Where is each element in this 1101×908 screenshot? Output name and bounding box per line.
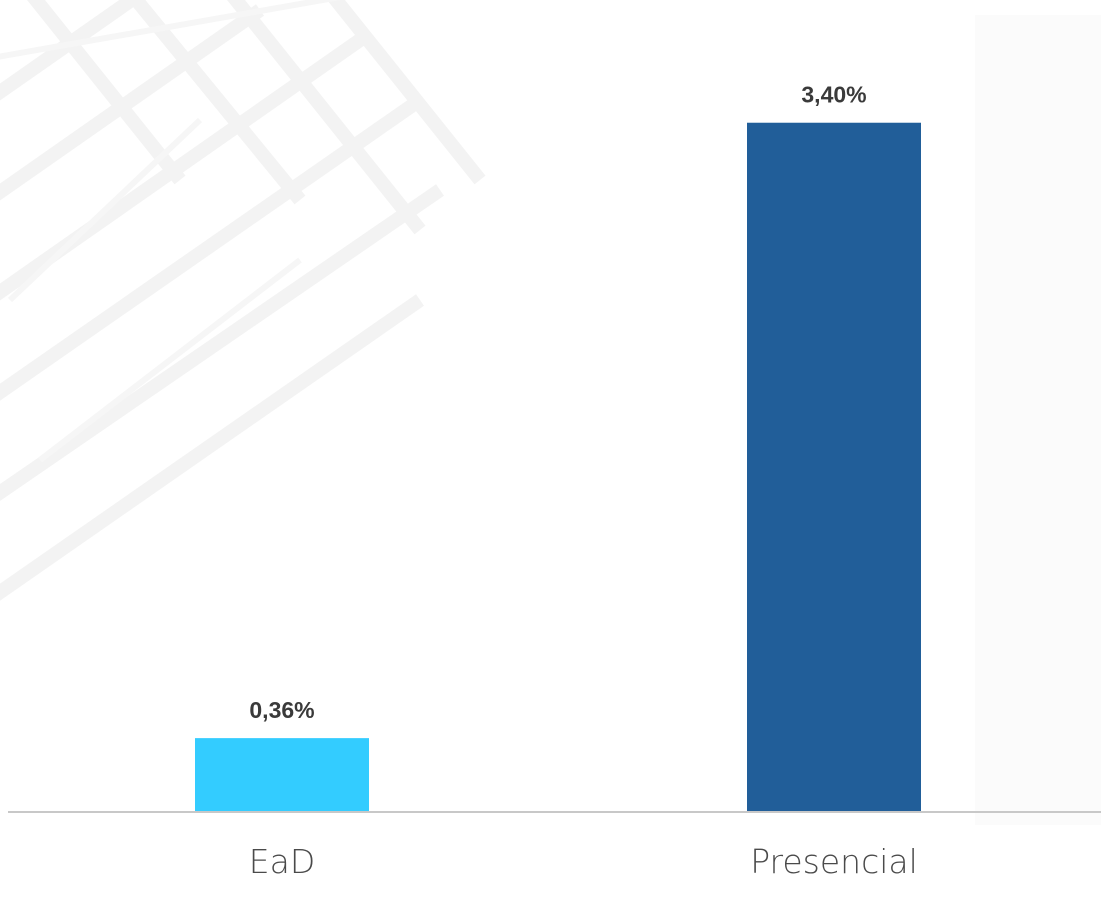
data-label-ead: 0,36% <box>249 697 314 723</box>
bars-group <box>195 122 921 811</box>
labels-group: 0,36% EaD 3,40% Presencial <box>249 82 918 881</box>
bar-presencial <box>747 122 921 811</box>
category-label-presencial: Presencial <box>750 842 918 881</box>
category-label-ead: EaD <box>249 842 315 881</box>
data-label-presencial: 3,40% <box>801 82 866 108</box>
bar-ead <box>195 738 369 811</box>
